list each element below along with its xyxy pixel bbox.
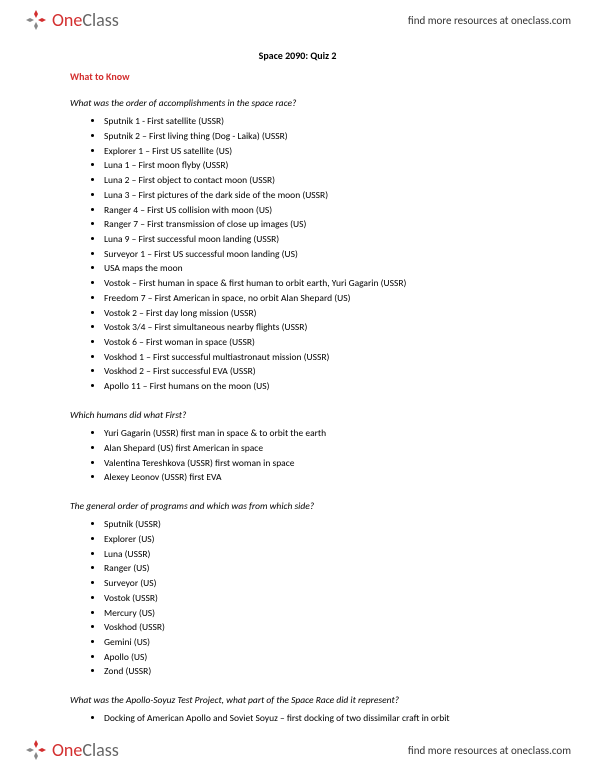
list-item: Luna 3 – First pictures of the dark side… (104, 188, 525, 203)
list-item: Explorer (US) (104, 532, 525, 547)
list-item: Zond (USSR) (104, 664, 525, 679)
list-item: Vostok 2 – First day long mission (USSR) (104, 306, 525, 321)
list-item: Ranger 7 – First transmission of close u… (104, 217, 525, 232)
resources-link-bottom[interactable]: find more resources at oneclass.com (408, 744, 571, 757)
list-item: USA maps the moon (104, 261, 525, 276)
list-item: Alan Shepard (US) first American in spac… (104, 441, 525, 456)
logo-text-class: Class (82, 9, 118, 31)
list-item: Ranger (US) (104, 561, 525, 576)
list-item: Yuri Gagarin (USSR) first man in space &… (104, 426, 525, 441)
list-item: Vostok 6 – First woman in space (USSR) (104, 335, 525, 350)
logo-footer: OneClass (24, 738, 119, 762)
list-item: Sputnik (USSR) (104, 517, 525, 532)
list-item: Docking of American Apollo and Soviet So… (104, 711, 525, 726)
document-body: Space 2090: Quiz 2 What to Know What was… (0, 40, 595, 726)
list-item: Luna 2 – First object to contact moon (U… (104, 173, 525, 188)
list-item: Ranger 4 – First US collision with moon … (104, 203, 525, 218)
list-item: Vostok – First human in space & first hu… (104, 276, 525, 291)
question-1: What was the order of accomplishments in… (70, 96, 525, 110)
logo-text-class: Class (82, 739, 118, 761)
footer: OneClass find more resources at oneclass… (0, 730, 595, 770)
list-item: Apollo 11 – First humans on the moon (US… (104, 379, 525, 394)
logo-icon (24, 8, 48, 32)
list-item: Alexey Leonov (USSR) first EVA (104, 470, 525, 485)
list-item: Luna 9 – First successful moon landing (… (104, 232, 525, 247)
list-item: Voskhod 1 – First successful multiastron… (104, 350, 525, 365)
question-3: The general order of programs and which … (70, 499, 525, 513)
list-item: Apollo (US) (104, 650, 525, 665)
list-q2: Yuri Gagarin (USSR) first man in space &… (70, 426, 525, 485)
list-item: Sputnik 1 - First satellite (USSR) (104, 114, 525, 129)
list-item: Surveyor 1 – First US successful moon la… (104, 247, 525, 262)
logo-text-one: One (52, 739, 82, 761)
list-item: Mercury (US) (104, 606, 525, 621)
list-item: Valentina Tereshkova (USSR) first woman … (104, 456, 525, 471)
list-q3: Sputnik (USSR) Explorer (US) Luna (USSR)… (70, 517, 525, 679)
list-item: Surveyor (US) (104, 576, 525, 591)
list-item: Vostok (USSR) (104, 591, 525, 606)
question-4: What was the Apollo-Soyuz Test Project, … (70, 693, 525, 707)
list-q4: Docking of American Apollo and Soviet So… (70, 711, 525, 726)
logo-icon (24, 738, 48, 762)
page-title: Space 2090: Quiz 2 (70, 48, 525, 63)
list-item: Voskhod (USSR) (104, 620, 525, 635)
list-item: Luna (USSR) (104, 547, 525, 562)
list-item: Voskhod 2 – First successful EVA (USSR) (104, 364, 525, 379)
list-item: Vostok 3/4 – First simultaneous nearby f… (104, 320, 525, 335)
logo: OneClass (24, 8, 119, 32)
header: OneClass find more resources at oneclass… (0, 0, 595, 40)
list-item: Sputnik 2 – First living thing (Dog - La… (104, 129, 525, 144)
resources-link-top[interactable]: find more resources at oneclass.com (408, 14, 571, 27)
logo-text-one: One (52, 9, 82, 31)
question-2: Which humans did what First? (70, 408, 525, 422)
section-heading: What to Know (70, 69, 525, 84)
list-q1: Sputnik 1 - First satellite (USSR) Sputn… (70, 114, 525, 394)
list-item: Gemini (US) (104, 635, 525, 650)
list-item: Freedom 7 – First American in space, no … (104, 291, 525, 306)
list-item: Luna 1 – First moon flyby (USSR) (104, 158, 525, 173)
list-item: Explorer 1 – First US satellite (US) (104, 144, 525, 159)
